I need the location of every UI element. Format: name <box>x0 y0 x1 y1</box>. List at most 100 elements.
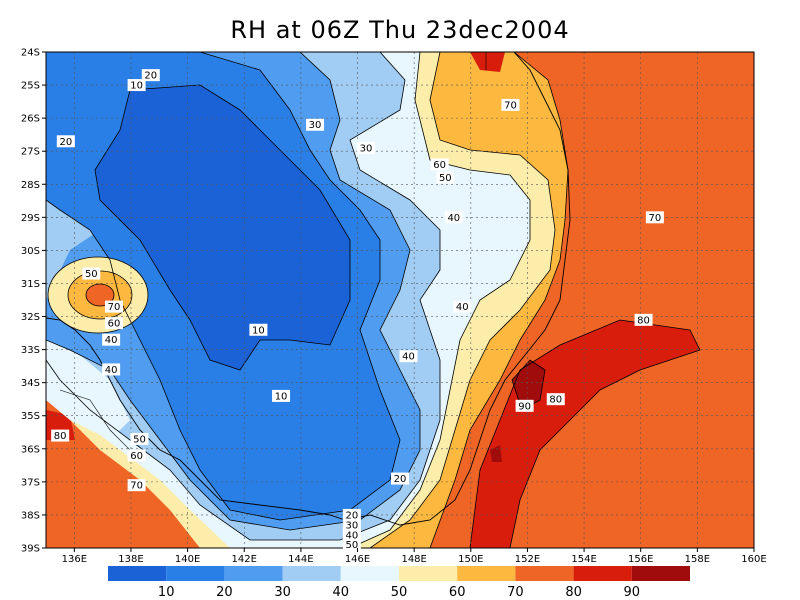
contour-label-bg <box>104 300 123 313</box>
band-40-50-west <box>46 340 130 440</box>
colorbar-swatch <box>515 566 574 581</box>
contour-label-bg <box>546 393 565 406</box>
contour-label-bg <box>342 518 361 531</box>
x-tick-label: 136E <box>62 554 87 565</box>
colorbar-label: 30 <box>274 585 291 600</box>
contour-label-bg <box>56 135 75 148</box>
y-tick-label: 25S <box>21 81 40 92</box>
contour-label: 20 <box>394 474 407 485</box>
colorbar-swatch <box>457 566 516 581</box>
y-tick-label: 30S <box>21 246 40 257</box>
contour-label-bg <box>82 267 101 280</box>
x-tick-label: 160E <box>741 554 766 565</box>
colorbar-swatch <box>573 566 632 581</box>
x-tick-label: 142E <box>232 554 257 565</box>
contour-label: 60 <box>108 319 121 330</box>
contour-label-bg <box>102 363 121 376</box>
y-tick-label: 29S <box>21 213 40 224</box>
contour-label: 10 <box>275 391 288 402</box>
blob-70-80 <box>86 284 114 306</box>
contour-label-bg <box>306 118 325 131</box>
contour-label-bg <box>130 432 149 445</box>
coastline <box>46 52 571 526</box>
contour-label: 70 <box>504 100 517 111</box>
contour-label-bg <box>141 69 160 82</box>
contour-label-bg <box>127 79 146 92</box>
x-tick-label: 150E <box>458 554 483 565</box>
contour-label-bg <box>645 211 664 224</box>
x-tick-label: 138E <box>118 554 143 565</box>
y-axis: 24S 25S 26S 27S 28S 29S 30S 31S 32S 33S 34S 35S 36S 3… <box>21 48 46 555</box>
state-border <box>59 52 487 451</box>
x-tick-label: 152E <box>515 554 540 565</box>
contour-label: 10 <box>252 325 265 336</box>
colorbar-label: 70 <box>507 585 524 600</box>
x-tick-label: 156E <box>628 554 653 565</box>
y-tick-label: 34S <box>21 378 40 389</box>
contour-label: 20 <box>144 71 157 82</box>
colorbar-swatch <box>224 566 283 581</box>
y-tick-label: 37S <box>21 477 40 488</box>
colorbar-swatch <box>340 566 399 581</box>
x-tick-label: 148E <box>401 554 426 565</box>
contour-label-bg <box>515 399 534 412</box>
band-80-90-north <box>470 52 505 72</box>
colorbar-label: 60 <box>449 585 466 600</box>
contour-label: 40 <box>456 302 469 313</box>
y-tick-label: 24S <box>21 48 40 59</box>
band-gt-90-small <box>490 445 502 462</box>
colorbar-swatch <box>166 566 225 581</box>
contour-label: 30 <box>309 120 322 131</box>
x-axis: 136E 138E 140E 142E 144E 146E 148E 150E 152E 154E… <box>62 548 767 565</box>
contour-label: 40 <box>402 352 415 363</box>
colorbar-swatch <box>282 566 341 581</box>
colorbar-label: 40 <box>333 585 350 600</box>
colorbar-label: 50 <box>391 585 408 600</box>
band-gt-90 <box>512 360 545 410</box>
y-tick-label: 32S <box>21 312 40 323</box>
contour-label: 70 <box>108 302 121 313</box>
contour-label-bg <box>444 211 463 224</box>
contour-lines <box>46 52 701 548</box>
contour-label-bg <box>357 141 376 154</box>
colorbar: 10 20 30 40 50 60 70 80 90 <box>108 566 690 600</box>
y-tick-label: 26S <box>21 114 40 125</box>
x-tick-label: 154E <box>571 554 596 565</box>
contour-label: 40 <box>345 530 358 541</box>
y-tick-label: 28S <box>21 180 40 191</box>
contour-label: 40 <box>447 213 460 224</box>
contour-label: 50 <box>345 540 358 551</box>
contour-label: 70 <box>130 481 143 492</box>
x-tick-label: 158E <box>685 554 710 565</box>
contour-label-bg <box>104 317 123 330</box>
contour-label-bg <box>436 171 455 184</box>
colorbar-swatch <box>399 566 458 581</box>
filled-contours <box>46 52 754 548</box>
contour-label-bg <box>51 429 70 442</box>
contour-label-bg <box>102 333 121 346</box>
contour-label-bg <box>399 350 418 363</box>
contour-label: 40 <box>105 365 118 376</box>
contour-label: 50 <box>439 173 452 184</box>
y-tick-label: 31S <box>21 279 40 290</box>
y-tick-label: 27S <box>21 147 40 158</box>
y-tick-label: 36S <box>21 444 40 455</box>
colorbar-label: 90 <box>624 585 641 600</box>
x-tick-label: 146E <box>345 554 370 565</box>
contour-label-bg <box>430 158 449 171</box>
contour-label: 80 <box>549 395 562 406</box>
x-tick-label: 140E <box>175 554 200 565</box>
colorbar-label: 80 <box>565 585 582 600</box>
y-tick-label: 39S <box>21 544 40 555</box>
y-tick-label: 38S <box>21 510 40 521</box>
colorbar-swatch <box>108 566 167 581</box>
colorbar-label: 20 <box>216 585 233 600</box>
contour-label-bg <box>453 300 472 313</box>
contour-label-bg <box>634 313 653 326</box>
contour-label: 20 <box>59 137 72 148</box>
contour-label: 70 <box>649 213 662 224</box>
contour-label-bg <box>249 323 268 336</box>
contour-label-bg <box>127 449 146 462</box>
